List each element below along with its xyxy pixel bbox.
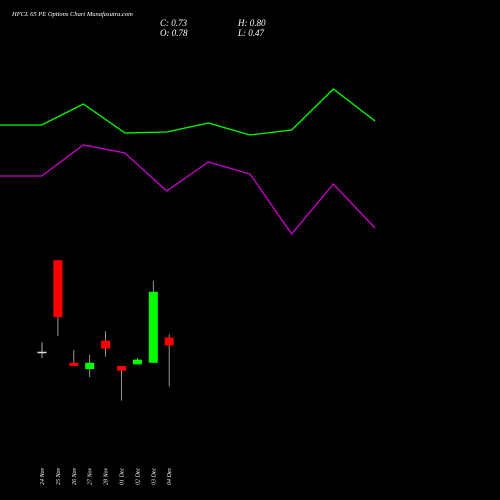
candle-body [69,362,79,366]
open-label: O: 0.78 [160,28,188,38]
high-label: H: 0.80 [237,18,266,28]
x-tick-label: 28 Nov [104,467,110,485]
chart-title: HFCL 65 PE Options Chart Munafasutra.com [11,11,133,18]
candle-body [132,359,142,365]
x-tick-label: 02 Dec [135,468,141,485]
candle-body [37,351,47,354]
x-tick-label: 26 Nov [72,467,78,485]
indicator-line [0,144,376,236]
x-tick-label: 27 Nov [88,467,94,485]
close-label: C: 0.73 [160,18,188,28]
low-label: L: 0.47 [237,28,265,38]
x-tick-label: 04 Dec [166,468,173,485]
candle-body [85,362,95,370]
x-tick-label: 03 Dec [151,468,157,485]
candle-body [148,291,158,363]
candle-body [117,365,126,371]
x-tick-label: 25 Nov [56,467,62,485]
candle-body [53,260,63,318]
candle-body [101,340,111,349]
candle-body [164,337,174,346]
x-tick-label: 01 Dec [120,468,126,485]
x-tick-label: 24 Nov [39,467,46,485]
indicator-line [0,88,376,136]
